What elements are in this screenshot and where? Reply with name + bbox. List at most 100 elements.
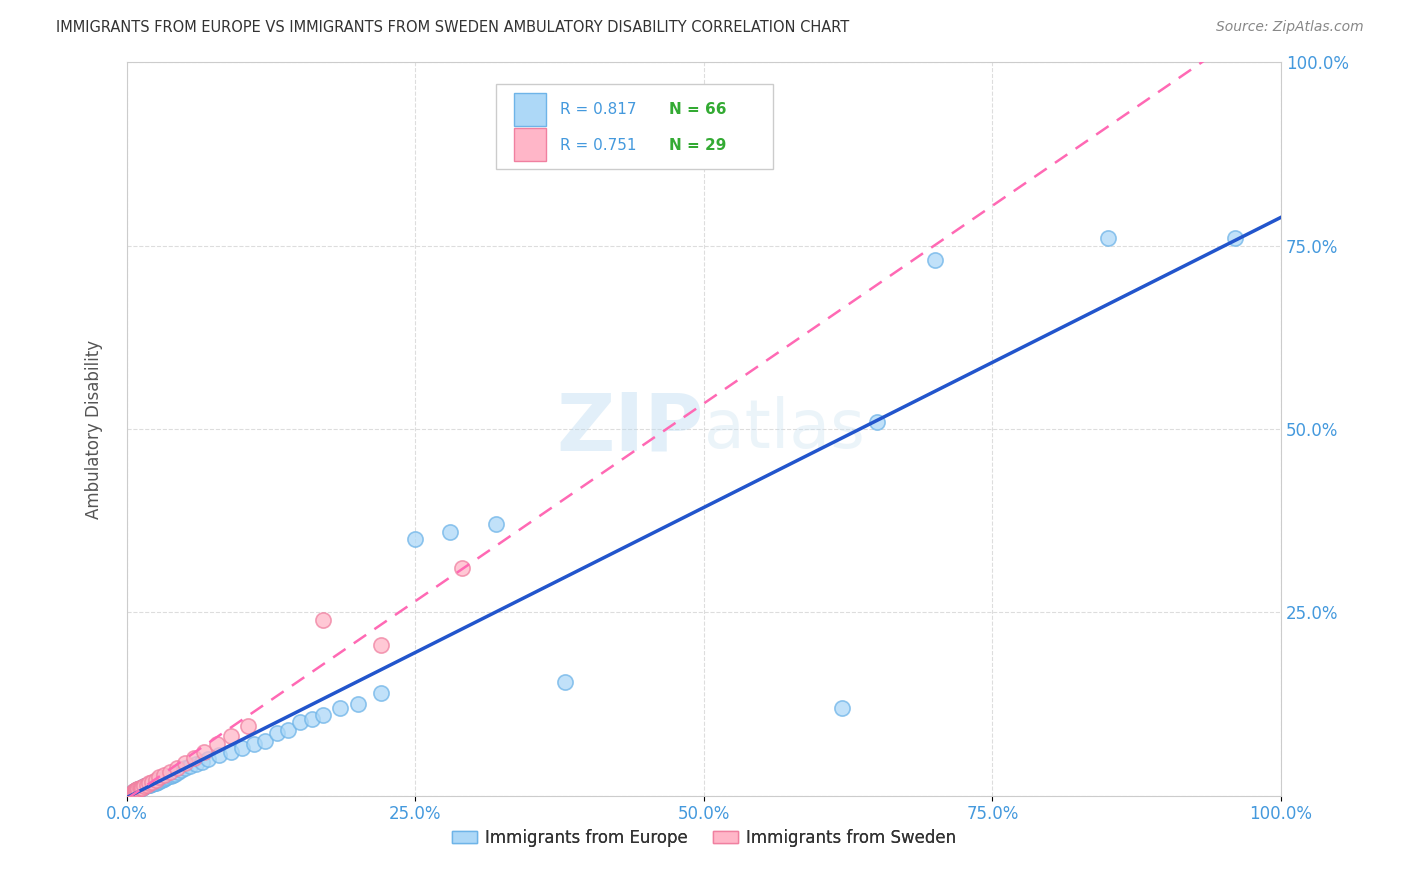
Point bbox=[131, 780, 153, 795]
Point bbox=[128, 782, 150, 797]
Point bbox=[127, 782, 149, 797]
Point bbox=[153, 772, 176, 786]
Point bbox=[139, 778, 162, 792]
Point bbox=[831, 700, 853, 714]
FancyBboxPatch shape bbox=[496, 84, 773, 169]
Point bbox=[124, 784, 146, 798]
Point bbox=[312, 708, 335, 723]
Text: IMMIGRANTS FROM EUROPE VS IMMIGRANTS FROM SWEDEN AMBULATORY DISABILITY CORRELATI: IMMIGRANTS FROM EUROPE VS IMMIGRANTS FRO… bbox=[56, 20, 849, 35]
Point bbox=[141, 774, 163, 789]
Point bbox=[924, 253, 946, 268]
Point bbox=[554, 675, 576, 690]
Point bbox=[1223, 231, 1246, 245]
Point bbox=[166, 761, 188, 775]
Text: Source: ZipAtlas.com: Source: ZipAtlas.com bbox=[1216, 20, 1364, 34]
Point bbox=[125, 783, 148, 797]
Point bbox=[136, 779, 159, 793]
Point bbox=[128, 781, 150, 796]
Point bbox=[162, 768, 184, 782]
Point bbox=[134, 779, 156, 793]
Point bbox=[219, 729, 242, 743]
Text: N = 29: N = 29 bbox=[669, 137, 727, 153]
Point bbox=[135, 779, 157, 793]
Point bbox=[141, 777, 163, 791]
Point bbox=[122, 784, 145, 798]
Point bbox=[439, 524, 461, 539]
Text: R = 0.817: R = 0.817 bbox=[560, 103, 636, 118]
Point bbox=[129, 781, 152, 796]
Text: N = 66: N = 66 bbox=[669, 103, 727, 118]
Point bbox=[145, 772, 167, 787]
Point bbox=[243, 738, 266, 752]
Point bbox=[370, 686, 392, 700]
Point bbox=[159, 765, 181, 780]
Point bbox=[166, 765, 188, 780]
Point bbox=[134, 779, 156, 793]
Point bbox=[127, 782, 149, 797]
Point bbox=[134, 780, 156, 794]
Text: ZIP: ZIP bbox=[557, 390, 704, 468]
Point bbox=[124, 783, 146, 797]
Point bbox=[138, 776, 160, 790]
Point bbox=[156, 771, 179, 785]
Point bbox=[170, 763, 193, 777]
Text: atlas: atlas bbox=[704, 396, 865, 462]
Point bbox=[277, 723, 299, 737]
Point bbox=[329, 700, 352, 714]
Point bbox=[153, 768, 176, 782]
Point bbox=[346, 697, 368, 711]
Point bbox=[450, 561, 472, 575]
Text: R = 0.751: R = 0.751 bbox=[560, 137, 636, 153]
Point bbox=[231, 741, 253, 756]
Point bbox=[127, 783, 149, 797]
Point bbox=[125, 783, 148, 797]
Point bbox=[404, 532, 426, 546]
Point bbox=[150, 772, 173, 787]
Point bbox=[159, 769, 181, 783]
Point bbox=[127, 782, 149, 797]
Point bbox=[205, 738, 228, 752]
Point bbox=[128, 781, 150, 796]
Point bbox=[1097, 231, 1119, 245]
Point bbox=[148, 771, 170, 785]
Point bbox=[124, 783, 146, 797]
Point bbox=[145, 775, 167, 789]
Point bbox=[208, 748, 231, 763]
Point bbox=[236, 719, 259, 733]
Point bbox=[127, 783, 149, 797]
Point bbox=[179, 759, 201, 773]
Point bbox=[153, 771, 176, 785]
Point bbox=[148, 774, 170, 789]
Point bbox=[193, 745, 215, 759]
Point bbox=[191, 755, 214, 769]
Point bbox=[129, 781, 152, 796]
Point bbox=[124, 783, 146, 797]
Point bbox=[312, 613, 335, 627]
Point bbox=[135, 778, 157, 792]
Point bbox=[183, 750, 205, 764]
Point bbox=[866, 415, 889, 429]
Point bbox=[266, 726, 288, 740]
Point bbox=[142, 776, 165, 790]
Point bbox=[129, 781, 152, 796]
Point bbox=[138, 778, 160, 792]
Point bbox=[254, 733, 277, 747]
Point bbox=[173, 761, 195, 775]
FancyBboxPatch shape bbox=[513, 93, 546, 126]
Y-axis label: Ambulatory Disability: Ambulatory Disability bbox=[86, 339, 103, 518]
Point bbox=[186, 757, 208, 772]
Point bbox=[134, 779, 156, 793]
Point bbox=[288, 715, 311, 730]
Point bbox=[125, 783, 148, 797]
Point bbox=[122, 784, 145, 798]
Point bbox=[131, 780, 153, 795]
Point bbox=[219, 745, 242, 759]
Point bbox=[125, 783, 148, 797]
Point bbox=[197, 752, 219, 766]
Point bbox=[131, 780, 153, 795]
Point bbox=[370, 639, 392, 653]
Point bbox=[121, 785, 143, 799]
Point bbox=[143, 776, 166, 790]
Point bbox=[485, 517, 508, 532]
Point bbox=[132, 780, 155, 794]
